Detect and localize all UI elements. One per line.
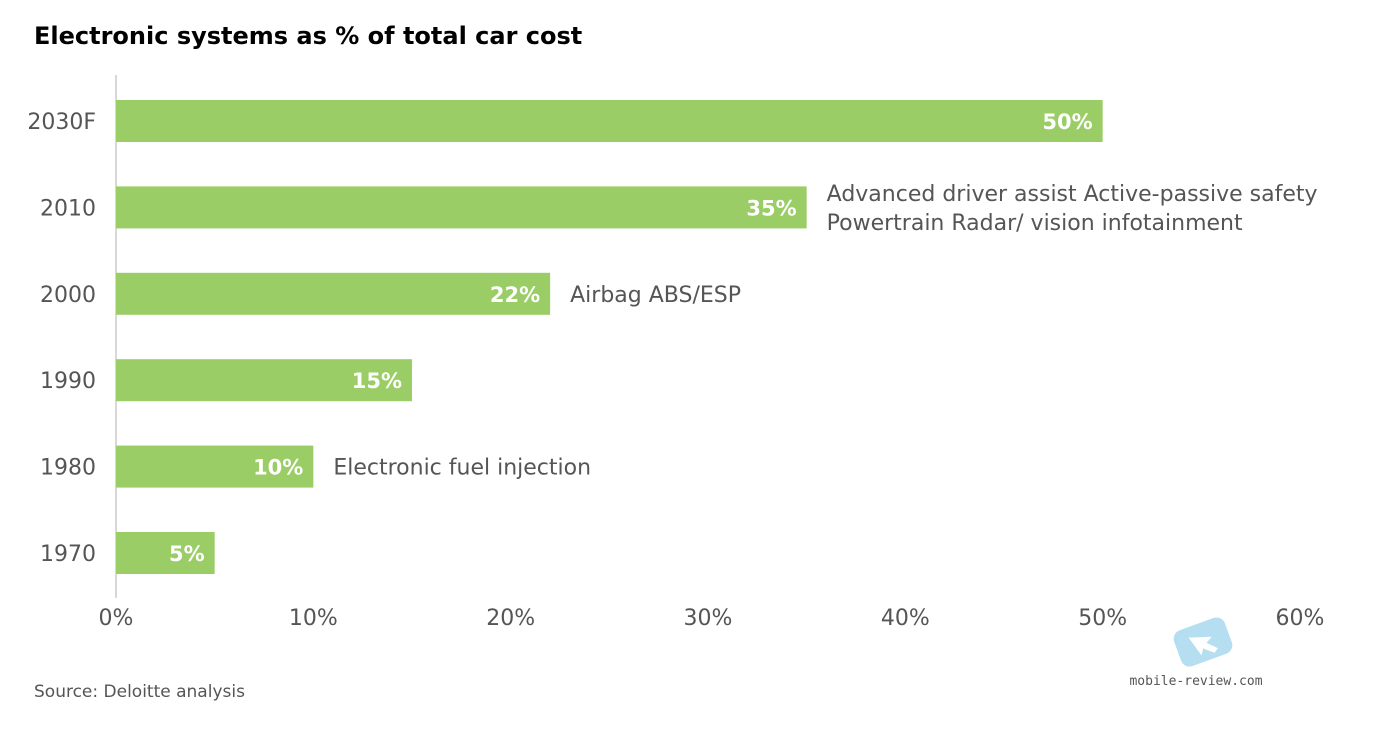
annotation-1980: Electronic fuel injection	[333, 456, 591, 481]
y-tick-label: 1970	[40, 542, 96, 567]
chart-title: Electronic systems as % of total car cos…	[34, 22, 582, 50]
bar-2010	[116, 186, 807, 229]
annotation-2010: Powertrain Radar/ vision infotainment	[827, 211, 1243, 236]
y-tick-label: 1980	[40, 456, 96, 481]
data-label: 10%	[253, 456, 303, 480]
annotation-2010: Advanced driver assist Active-passive sa…	[827, 182, 1318, 207]
bar-2000	[116, 272, 551, 315]
y-tick-label: 2000	[40, 283, 96, 308]
data-label: 50%	[1042, 110, 1092, 134]
bar-1980	[116, 445, 314, 488]
bar-1990	[116, 359, 412, 402]
data-label: 15%	[352, 369, 402, 393]
data-label: 35%	[746, 196, 796, 220]
x-tick-label: 60%	[1276, 606, 1325, 631]
x-tick-label: 40%	[881, 606, 930, 631]
watermark-text: mobile-review.com	[1129, 674, 1262, 689]
data-label: 22%	[490, 283, 540, 307]
y-tick-label: 1990	[40, 369, 96, 394]
data-label: 5%	[169, 542, 205, 566]
watermark: mobile-review.com	[1129, 617, 1263, 689]
x-tick-label: 20%	[486, 606, 535, 631]
x-tick-label: 0%	[99, 606, 134, 631]
bar-1970	[116, 532, 215, 574]
x-tick-label: 30%	[684, 606, 733, 631]
x-tick-label: 10%	[289, 606, 338, 631]
source-note: Source: Deloitte analysis	[34, 682, 245, 702]
bar-2030f	[116, 100, 1103, 142]
y-tick-label: 2010	[40, 196, 96, 221]
annotation-2000: Airbag ABS/ESP	[570, 283, 741, 308]
arrow-cursor-icon	[1173, 617, 1233, 667]
x-tick-label: 50%	[1078, 606, 1127, 631]
plot-area: 0% 10% 20% 30% 40% 50% 60% 2030F 50% 2010 35% 2000 2…	[27, 75, 1324, 631]
y-tick-label: 2030F	[27, 110, 96, 135]
